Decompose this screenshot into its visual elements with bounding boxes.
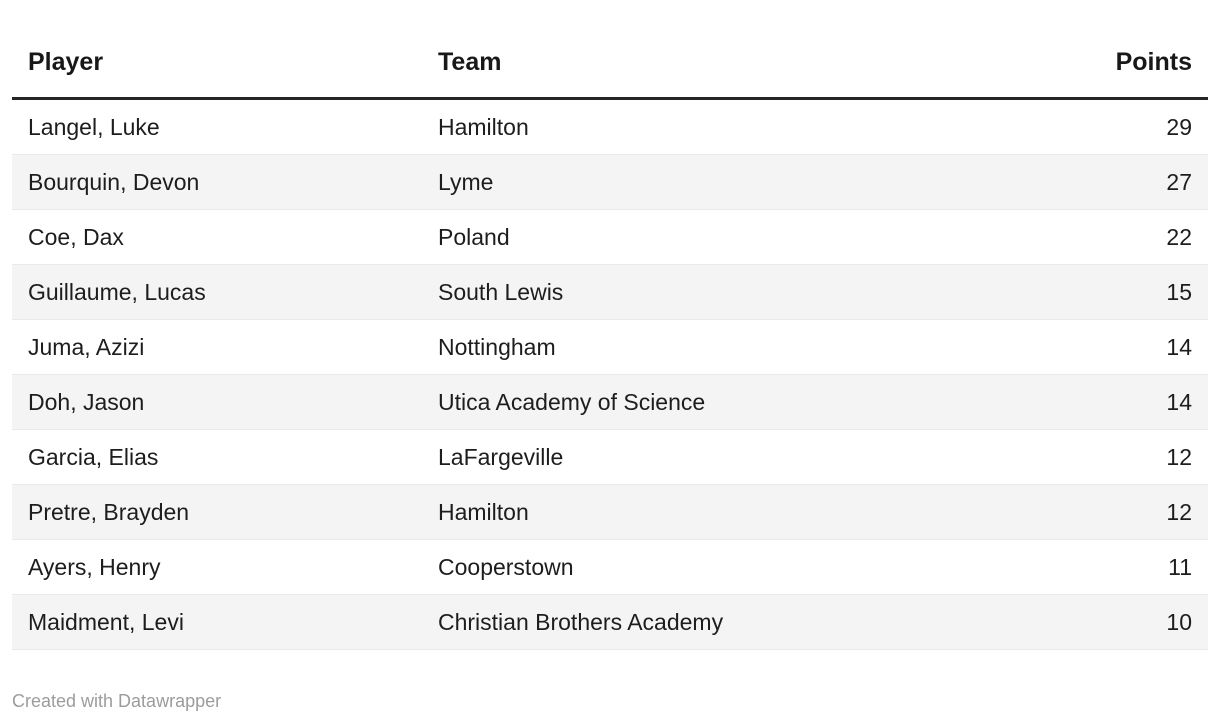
player-cell: Langel, Luke	[28, 114, 160, 140]
player-cell: Doh, Jason	[28, 389, 145, 415]
team-cell: Lyme	[438, 169, 494, 195]
player-cell: Ayers, Henry	[28, 554, 161, 580]
points-cell: 29	[1166, 114, 1192, 140]
team-cell: Cooperstown	[438, 554, 574, 580]
player-cell: Bourquin, Devon	[28, 169, 200, 195]
column-header-points: Points	[1038, 26, 1208, 100]
datawrapper-attribution-link[interactable]: Created with Datawrapper	[12, 691, 222, 711]
column-header-player: Player	[12, 26, 422, 100]
points-cell: 12	[1166, 444, 1192, 470]
table-row: Garcia, Elias LaFargeville 12	[12, 430, 1208, 485]
team-cell: Christian Brothers Academy	[438, 609, 724, 635]
table-row: Juma, Azizi Nottingham 14	[12, 320, 1208, 375]
points-cell: 22	[1166, 224, 1192, 250]
player-cell: Juma, Azizi	[28, 334, 145, 360]
team-cell: Utica Academy of Science	[438, 389, 706, 415]
header-row: Player Team Points	[12, 26, 1208, 100]
table-row: Maidment, Levi Christian Brothers Academy…	[12, 594, 1208, 650]
table-row: Ayers, Henry Cooperstown 11	[12, 540, 1208, 595]
points-cell: 11	[1168, 554, 1192, 580]
player-cell: Maidment, Levi	[28, 609, 184, 635]
team-cell: South Lewis	[438, 279, 564, 305]
team-cell: Hamilton	[438, 499, 529, 525]
points-cell: 14	[1166, 334, 1192, 360]
footer: Created with Datawrapper	[12, 690, 1208, 712]
team-cell: Hamilton	[438, 114, 529, 140]
table-row: Langel, Luke Hamilton 29	[12, 99, 1208, 155]
team-cell: Poland	[438, 224, 510, 250]
player-cell: Pretre, Brayden	[28, 499, 190, 525]
column-header-team: Team	[422, 26, 1038, 100]
player-cell: Coe, Dax	[28, 224, 124, 250]
table-row: Doh, Jason Utica Academy of Science 14	[12, 374, 1208, 430]
points-cell: 15	[1166, 279, 1192, 305]
table-row: Pretre, Brayden Hamilton 12	[12, 484, 1208, 540]
points-cell: 12	[1166, 499, 1192, 525]
table-row: Guillaume, Lucas South Lewis 15	[12, 264, 1208, 320]
table-row: Coe, Dax Poland 22	[12, 210, 1208, 265]
team-cell: Nottingham	[438, 334, 556, 360]
points-cell: 14	[1166, 389, 1192, 415]
table-body: Langel, Luke Hamilton 29 Bourquin, Devon Lym…	[12, 99, 1208, 650]
player-cell: Garcia, Elias	[28, 444, 159, 470]
team-cell: LaFargeville	[438, 444, 564, 470]
points-cell: 10	[1166, 609, 1192, 635]
points-cell: 27	[1166, 169, 1192, 195]
player-cell: Guillaume, Lucas	[28, 279, 206, 305]
points-table: Player Team Points Langel, Luke Hamilton 2…	[12, 26, 1208, 650]
table-row: Bourquin, Devon Lyme 27	[12, 154, 1208, 210]
